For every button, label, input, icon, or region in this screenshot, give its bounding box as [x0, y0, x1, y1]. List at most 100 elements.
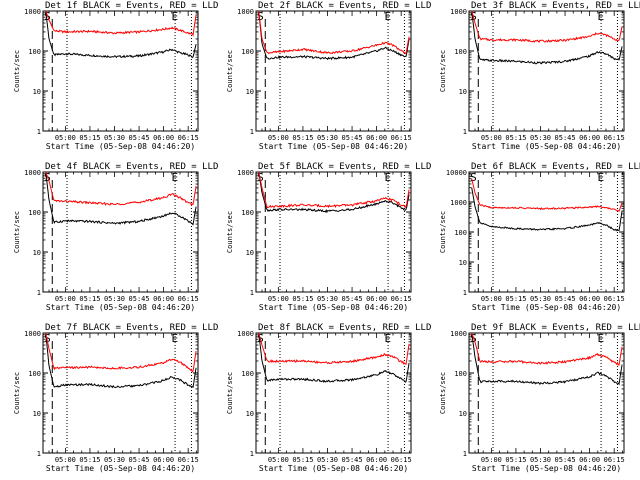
events-series-line: [45, 11, 197, 59]
panel-title: Det 3f BLACK = Events, RED = LLD: [471, 1, 640, 11]
x-tick-label: 05:15: [292, 134, 313, 142]
x-tick-label: 06:00: [579, 295, 600, 303]
end-marker: E: [597, 332, 604, 345]
x-tick-label: 05:30: [530, 134, 551, 142]
x-tick-label: 05:45: [342, 456, 363, 464]
y-tick-label: 100: [454, 370, 467, 378]
x-tick-label: 05:00: [268, 456, 289, 464]
x-tick-label: 05:15: [505, 134, 526, 142]
x-tick-label: 05:00: [55, 134, 76, 142]
lld-series-line: [45, 172, 197, 207]
x-tick-label: 05:30: [104, 295, 125, 303]
x-tick-label: 05:45: [342, 134, 363, 142]
end-marker: E: [597, 10, 604, 23]
y-tick-label: 100: [28, 370, 41, 378]
end-marker: E: [597, 171, 604, 184]
y-tick-label: 100: [28, 48, 41, 56]
y-tick-label: 1: [463, 450, 467, 458]
y-axis-label: Counts/sec: [439, 211, 447, 253]
x-tick-label: 06:15: [604, 295, 625, 303]
y-tick-label: 100: [454, 48, 467, 56]
y-tick-label: 1000: [237, 330, 254, 338]
y-tick-label: 100: [454, 229, 467, 237]
x-tick-label: 06:00: [153, 295, 174, 303]
events-series-line: [258, 333, 410, 384]
x-tick-label: 06:00: [366, 295, 387, 303]
plot-frame: [42, 332, 199, 454]
detector-panel: Det 5f BLACK = Events, RED = LLD 1 10 100 10…: [226, 162, 431, 312]
x-tick-label: 06:15: [391, 456, 412, 464]
y-axis-label: Counts/sec: [226, 372, 234, 414]
x-axis-label: Start Time (05-Sep-08 04:46:20): [46, 142, 195, 151]
x-tick-label: 05:15: [79, 295, 100, 303]
x-axis-label: Start Time (05-Sep-08 04:46:20): [259, 142, 408, 151]
panel-title: Det 8f BLACK = Events, RED = LLD: [258, 323, 431, 333]
x-tick-label: 06:15: [604, 134, 625, 142]
y-tick-label: 1000: [24, 330, 41, 338]
detector-panel: Det 4f BLACK = Events, RED = LLD 1 10 100 10…: [13, 162, 218, 312]
y-axis-label: Counts/sec: [226, 50, 234, 92]
events-series-line: [471, 333, 623, 386]
plot-frame: [42, 10, 199, 132]
x-axis-label: Start Time (05-Sep-08 04:46:20): [259, 303, 408, 312]
x-axis-label: Start Time (05-Sep-08 04:46:20): [46, 464, 195, 473]
x-axis-label: Start Time (05-Sep-08 04:46:20): [472, 303, 621, 312]
x-tick-label: 06:00: [153, 134, 174, 142]
plot-frame: [255, 332, 412, 454]
x-tick-label: 06:15: [391, 134, 412, 142]
lld-series-line: [471, 11, 623, 43]
x-tick-label: 06:15: [391, 295, 412, 303]
x-tick-label: 05:45: [555, 295, 576, 303]
x-axis-label: Start Time (05-Sep-08 04:46:20): [46, 303, 195, 312]
events-series-line: [45, 172, 197, 226]
y-tick-label: 10: [246, 249, 254, 257]
x-tick-label: 05:30: [317, 295, 338, 303]
y-tick-label: 100: [241, 48, 254, 56]
y-axis-label: Counts/sec: [13, 50, 21, 92]
y-tick-label: 1000: [450, 330, 467, 338]
start-marker: S: [470, 171, 477, 184]
detector-panel: Det 7f BLACK = Events, RED = LLD 1 10 100 10…: [13, 323, 218, 473]
y-tick-label: 10: [459, 410, 467, 418]
x-tick-label: 05:30: [317, 456, 338, 464]
y-tick-label: 1: [250, 450, 254, 458]
y-tick-label: 10: [33, 410, 41, 418]
detector-panel: Det 9f BLACK = Events, RED = LLD 1 10 100 10…: [439, 323, 640, 473]
x-tick-label: 06:00: [366, 456, 387, 464]
start-marker: S: [44, 332, 51, 345]
x-tick-label: 05:45: [129, 134, 150, 142]
x-tick-label: 05:00: [268, 295, 289, 303]
lld-series-line: [471, 178, 623, 212]
y-tick-label: 100: [241, 209, 254, 217]
plot-frame: [42, 171, 199, 293]
x-tick-label: 06:00: [579, 456, 600, 464]
lld-series-line: [258, 333, 410, 365]
plot-frame: [468, 10, 625, 132]
plot-frame: [255, 10, 412, 132]
end-marker: E: [384, 10, 391, 23]
x-tick-label: 05:30: [104, 456, 125, 464]
y-axis-label: Counts/sec: [13, 372, 21, 414]
y-tick-label: 10: [33, 249, 41, 257]
start-marker: S: [257, 10, 264, 23]
x-tick-label: 06:00: [579, 134, 600, 142]
end-marker: E: [171, 332, 178, 345]
x-axis-label: Start Time (05-Sep-08 04:46:20): [472, 142, 621, 151]
y-tick-label: 1000: [237, 169, 254, 177]
x-tick-label: 05:00: [55, 456, 76, 464]
x-tick-label: 06:15: [604, 456, 625, 464]
x-tick-label: 05:00: [268, 134, 289, 142]
lld-series-line: [471, 333, 623, 366]
x-tick-label: 06:15: [178, 134, 199, 142]
end-marker: E: [171, 10, 178, 23]
y-tick-label: 1: [250, 128, 254, 136]
x-tick-label: 05:15: [79, 456, 100, 464]
y-tick-label: 1: [37, 450, 41, 458]
detector-panel: Det 8f BLACK = Events, RED = LLD 1 10 100 10…: [226, 323, 431, 473]
detector-panel: Det 2f BLACK = Events, RED = LLD 1 10 100 10…: [226, 1, 431, 151]
x-tick-label: 05:15: [505, 456, 526, 464]
events-series-line: [471, 11, 623, 65]
panel-title: Det 6f BLACK = Events, RED = LLD: [471, 162, 640, 172]
x-axis-label: Start Time (05-Sep-08 04:46:20): [472, 464, 621, 473]
